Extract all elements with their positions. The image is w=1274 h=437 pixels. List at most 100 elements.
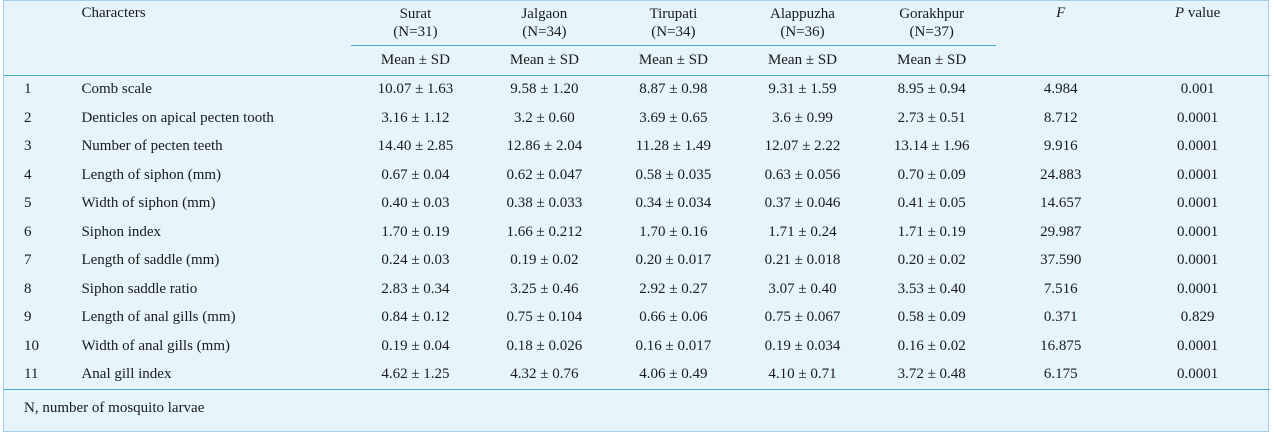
cell-surat: 0.40 ± 0.03 (381, 195, 450, 212)
row-index: 3 (24, 138, 32, 155)
cell-gorakhpur: 0.20 ± 0.02 (897, 252, 966, 269)
cell-p: 0.0001 (1176, 280, 1219, 297)
table-frame: Characters Surat (N=31) Jalgaon (N=34) T… (3, 0, 1270, 432)
header-row-1: Characters Surat (N=31) Jalgaon (N=34) T… (4, 1, 1270, 46)
table-row: 5 Width of siphon (mm) 0.40 ± 0.03 0.38 … (4, 190, 1270, 219)
cell-jalgaon: 3.25 ± 0.46 (510, 280, 579, 297)
cell-gorakhpur: 0.58 ± 0.09 (897, 309, 966, 326)
row-index: 1 (24, 81, 32, 98)
row-index: 4 (24, 166, 32, 183)
cell-tirupati: 8.87 ± 0.98 (639, 81, 708, 98)
header-location-tirupati: Tirupati (N=34) (608, 1, 738, 46)
cell-p: 0.0001 (1176, 252, 1219, 269)
cell-tirupati: 0.16 ± 0.017 (635, 337, 712, 354)
cell-p: 0.0001 (1176, 223, 1219, 240)
cell-tirupati: 3.69 ± 0.65 (639, 109, 708, 126)
cell-gorakhpur: 3.72 ± 0.48 (867, 360, 997, 390)
row-index: 7 (24, 252, 32, 269)
row-character: Siphon saddle ratio (81, 280, 198, 297)
cell-f: 14.657 (1040, 195, 1082, 212)
cell-alappuzha: 0.19 ± 0.034 (764, 337, 841, 354)
cell-alappuzha: 0.75 ± 0.067 (764, 309, 841, 326)
cell-surat: 3.16 ± 1.12 (381, 109, 450, 126)
cell-alappuzha: 3.07 ± 0.40 (768, 280, 837, 297)
cell-gorakhpur: 1.71 ± 0.19 (897, 223, 966, 240)
table-footnote: N, number of mosquito larvae (24, 400, 205, 416)
cell-gorakhpur: 0.41 ± 0.05 (897, 195, 966, 212)
cell-surat: 1.70 ± 0.19 (381, 223, 450, 240)
cell-jalgaon: 3.2 ± 0.60 (514, 109, 575, 126)
row-character: Width of siphon (mm) (81, 195, 216, 212)
cell-p: 0.0001 (1176, 109, 1219, 126)
cell-surat: 0.24 ± 0.03 (381, 252, 450, 269)
cell-gorakhpur: 3.53 ± 0.40 (897, 280, 966, 297)
header-mean-sd: Mean ± SD (608, 45, 738, 76)
row-index: 11 (4, 360, 82, 390)
cell-f: 24.883 (1040, 166, 1082, 183)
cell-surat: 0.67 ± 0.04 (381, 166, 450, 183)
cell-f: 29.987 (1040, 223, 1082, 240)
cell-p: 0.001 (1180, 81, 1215, 98)
cell-alappuzha: 12.07 ± 2.22 (764, 138, 841, 155)
cell-alappuzha: 9.31 ± 1.59 (768, 81, 837, 98)
row-character: Width of anal gills (mm) (81, 337, 231, 354)
header-f: F (1056, 5, 1066, 21)
row-index: 2 (24, 109, 32, 126)
header-characters: Characters (81, 5, 146, 21)
table-row: 10 Width of anal gills (mm) 0.19 ± 0.04 … (4, 332, 1270, 361)
row-index: 5 (24, 195, 32, 212)
cell-jalgaon: 0.38 ± 0.033 (506, 195, 583, 212)
row-character: Length of saddle (mm) (81, 252, 220, 269)
cell-p: 0.0001 (1176, 195, 1219, 212)
row-character: Length of siphon (mm) (81, 166, 222, 183)
cell-alappuzha: 4.10 ± 0.71 (737, 360, 868, 390)
data-table: Characters Surat (N=31) Jalgaon (N=34) T… (4, 1, 1270, 390)
header-p-value: P value (1174, 5, 1221, 21)
cell-gorakhpur: 8.95 ± 0.94 (897, 81, 966, 98)
header-mean-sd: Mean ± SD (737, 45, 868, 76)
cell-p: 0.0001 (1176, 138, 1219, 155)
row-character: Siphon index (81, 223, 162, 240)
cell-gorakhpur: 2.73 ± 0.51 (897, 109, 966, 126)
cell-tirupati: 0.20 ± 0.017 (635, 252, 712, 269)
header-location-surat: Surat (N=31) (350, 1, 480, 46)
cell-p: 0.0001 (1176, 166, 1219, 183)
cell-jalgaon: 0.62 ± 0.047 (506, 166, 583, 183)
table-row: 8 Siphon saddle ratio 2.83 ± 0.34 3.25 ±… (4, 275, 1270, 304)
row-index: 9 (24, 309, 32, 326)
cell-f: 4.984 (1043, 81, 1078, 98)
row-character: Number of pecten teeth (81, 138, 223, 155)
table-row: 3 Number of pecten teeth 14.40 ± 2.85 12… (4, 133, 1270, 162)
cell-tirupati: 4.06 ± 0.49 (608, 360, 738, 390)
cell-jalgaon: 4.32 ± 0.76 (479, 360, 609, 390)
row-index: 6 (24, 223, 32, 240)
cell-surat: 14.40 ± 2.85 (377, 138, 454, 155)
cell-f: 8.712 (1043, 109, 1078, 126)
cell-surat: 0.19 ± 0.04 (381, 337, 450, 354)
row-index: 8 (24, 280, 32, 297)
cell-jalgaon: 12.86 ± 2.04 (506, 138, 583, 155)
header-mean-sd: Mean ± SD (867, 45, 997, 76)
cell-p: 0.0001 (1176, 337, 1219, 354)
cell-f: 16.875 (1040, 337, 1082, 354)
cell-tirupati: 11.28 ± 1.49 (635, 138, 711, 155)
cell-jalgaon: 1.66 ± 0.212 (506, 223, 583, 240)
header-location-gorakhpur: Gorakhpur (N=37) (867, 1, 997, 46)
cell-jalgaon: 9.58 ± 1.20 (510, 81, 579, 98)
table-row: 2 Denticles on apical pecten tooth 3.16 … (4, 104, 1270, 133)
row-character: Denticles on apical pecten tooth (81, 109, 274, 126)
table-row: 9 Length of anal gills (mm) 0.84 ± 0.12 … (4, 304, 1270, 333)
cell-alappuzha: 1.71 ± 0.24 (768, 223, 837, 240)
header-row-2: Mean ± SD Mean ± SD Mean ± SD Mean ± SD … (4, 45, 1270, 76)
cell-jalgaon: 0.75 ± 0.104 (506, 309, 583, 326)
cell-f: 37.590 (1040, 252, 1082, 269)
cell-surat: 10.07 ± 1.63 (377, 81, 454, 98)
cell-tirupati: 0.58 ± 0.035 (635, 166, 712, 183)
cell-alappuzha: 0.37 ± 0.046 (764, 195, 841, 212)
cell-gorakhpur: 0.16 ± 0.02 (897, 337, 966, 354)
cell-tirupati: 1.70 ± 0.16 (639, 223, 708, 240)
cell-f: 7.516 (1043, 280, 1078, 297)
table-row: 11 Anal gill index 4.62 ± 1.25 4.32 ± 0.… (4, 360, 1270, 390)
row-character: Length of anal gills (mm) (81, 309, 236, 326)
header-location-jalgaon: Jalgaon (N=34) (479, 1, 609, 46)
